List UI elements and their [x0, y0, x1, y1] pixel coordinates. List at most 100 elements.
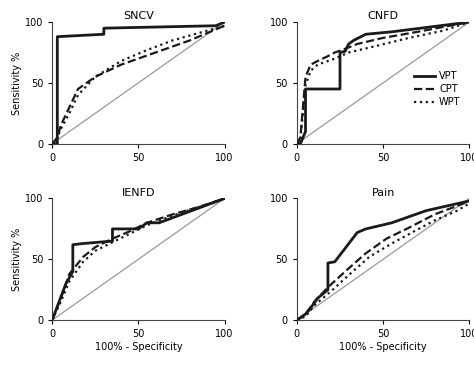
VPT — [55, 44, 60, 49]
CPT — [153, 50, 158, 55]
CPT — [383, 236, 389, 241]
Title: CNFD: CNFD — [367, 11, 399, 21]
CPT — [66, 272, 72, 276]
VPT — [101, 32, 107, 36]
Title: SNCV: SNCV — [123, 11, 154, 21]
VPT — [222, 196, 228, 201]
VPT — [389, 221, 394, 225]
Line: CPT: CPT — [52, 26, 225, 144]
CPT — [294, 142, 300, 146]
WPT — [325, 59, 331, 63]
VPT — [55, 35, 60, 39]
CPT — [432, 212, 438, 216]
Line: CPT: CPT — [297, 22, 469, 144]
Line: VPT: VPT — [297, 22, 469, 144]
VPT — [466, 199, 472, 203]
VPT — [389, 29, 394, 34]
VPT — [346, 42, 351, 46]
WPT — [332, 56, 337, 61]
CPT — [49, 142, 55, 146]
VPT — [156, 221, 162, 225]
CPT — [380, 36, 386, 40]
VPT — [49, 142, 55, 146]
VPT — [213, 24, 219, 28]
WPT — [118, 59, 124, 63]
WPT — [170, 38, 176, 43]
Line: WPT: WPT — [297, 204, 469, 320]
WPT — [55, 135, 60, 140]
WPT — [432, 218, 438, 223]
VPT — [80, 241, 86, 246]
VPT — [332, 259, 337, 264]
VPT — [337, 50, 343, 55]
WPT — [406, 36, 412, 40]
WPT — [308, 68, 313, 73]
CPT — [342, 269, 348, 274]
CPT — [66, 105, 72, 109]
WPT — [311, 303, 317, 308]
WPT — [298, 138, 303, 142]
VPT — [337, 87, 343, 91]
Title: IENFD: IENFD — [121, 188, 155, 198]
VPT — [355, 230, 360, 235]
WPT — [303, 314, 309, 319]
VPT — [294, 142, 300, 146]
WPT — [466, 201, 472, 206]
WPT — [222, 24, 228, 28]
CPT — [92, 75, 98, 79]
CPT — [363, 251, 369, 255]
Y-axis label: Sensitivity %: Sensitivity % — [12, 228, 22, 291]
WPT — [49, 318, 55, 322]
X-axis label: 100% - Specificity: 100% - Specificity — [339, 342, 427, 352]
CPT — [109, 236, 115, 241]
CPT — [49, 318, 55, 322]
CPT — [325, 285, 331, 290]
VPT — [351, 38, 356, 43]
CPT — [196, 205, 201, 209]
VPT — [315, 296, 320, 300]
WPT — [75, 93, 81, 97]
WPT — [455, 208, 460, 213]
WPT — [372, 44, 377, 49]
WPT — [66, 279, 72, 283]
CPT — [415, 29, 420, 34]
VPT — [70, 243, 76, 247]
WPT — [92, 249, 98, 253]
CPT — [355, 42, 360, 46]
WPT — [411, 229, 417, 234]
WPT — [389, 241, 394, 246]
WPT — [328, 289, 334, 293]
CPT — [222, 196, 228, 201]
CPT — [118, 63, 124, 67]
VPT — [303, 312, 309, 316]
CPT — [342, 47, 348, 51]
CPT — [92, 245, 98, 250]
VPT — [55, 142, 60, 146]
Y-axis label: Sensitivity %: Sensitivity % — [12, 51, 22, 114]
CPT — [144, 221, 150, 225]
CPT — [466, 199, 472, 203]
Line: WPT: WPT — [52, 26, 225, 144]
CPT — [80, 255, 86, 259]
VPT — [303, 87, 309, 91]
VPT — [222, 20, 228, 24]
Line: WPT: WPT — [52, 198, 225, 320]
VPT — [109, 227, 115, 231]
VPT — [63, 282, 69, 286]
Title: Pain: Pain — [372, 188, 395, 198]
CPT — [308, 63, 313, 67]
VPT — [303, 130, 309, 134]
Line: VPT: VPT — [52, 22, 225, 144]
WPT — [49, 142, 55, 146]
Line: VPT: VPT — [52, 198, 225, 320]
CPT — [311, 300, 317, 304]
CPT — [55, 135, 60, 140]
CPT — [170, 212, 176, 216]
CPT — [222, 24, 228, 28]
VPT — [423, 208, 429, 213]
CPT — [58, 123, 64, 128]
CPT — [294, 318, 300, 322]
WPT — [66, 111, 72, 116]
WPT — [196, 205, 201, 209]
CPT — [187, 38, 193, 43]
